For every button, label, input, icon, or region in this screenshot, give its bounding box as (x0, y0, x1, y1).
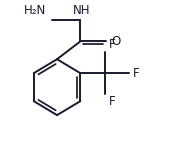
Text: F: F (109, 95, 116, 108)
Text: H₂N: H₂N (24, 4, 46, 17)
Text: NH: NH (73, 4, 91, 17)
Text: O: O (112, 35, 121, 48)
Text: F: F (133, 67, 140, 80)
Text: F: F (109, 38, 116, 52)
